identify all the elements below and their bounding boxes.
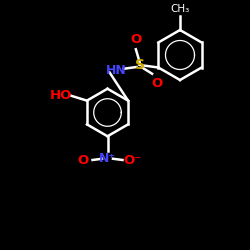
Text: HO: HO: [50, 89, 72, 102]
Text: O: O: [78, 154, 89, 166]
Text: O⁻: O⁻: [124, 154, 142, 166]
Text: N⁺: N⁺: [99, 152, 116, 165]
Text: CH₃: CH₃: [170, 4, 190, 14]
Text: O: O: [130, 33, 141, 46]
Text: O: O: [152, 77, 163, 90]
Text: HN: HN: [106, 64, 126, 76]
Text: S: S: [134, 58, 144, 72]
